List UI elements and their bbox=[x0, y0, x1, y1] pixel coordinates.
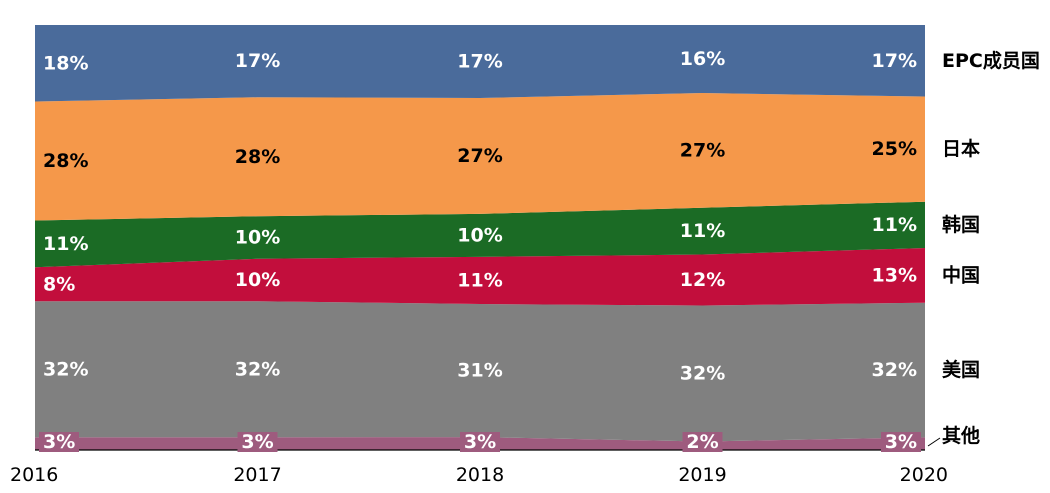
data-label: 17% bbox=[235, 50, 280, 72]
legend-label: 韩国 bbox=[942, 213, 980, 236]
data-label: 11% bbox=[457, 269, 502, 291]
x-tick-label: 2018 bbox=[456, 464, 504, 486]
data-label-bg bbox=[682, 432, 723, 452]
data-label: 32% bbox=[872, 359, 917, 381]
data-label: 32% bbox=[680, 363, 725, 385]
area-layer bbox=[35, 25, 925, 450]
data-label-bg bbox=[881, 432, 921, 452]
x-tick-label: 2017 bbox=[233, 464, 281, 486]
data-label: 10% bbox=[457, 224, 502, 246]
area-EPC成员国 bbox=[35, 25, 925, 102]
data-label: 28% bbox=[43, 150, 88, 172]
legend-label: 日本 bbox=[942, 137, 980, 160]
data-label-bg bbox=[39, 432, 79, 452]
data-label: 17% bbox=[872, 50, 917, 72]
data-label: 25% bbox=[872, 138, 917, 160]
data-label-bg bbox=[237, 432, 278, 452]
data-label: 11% bbox=[680, 220, 725, 242]
data-label: 11% bbox=[872, 214, 917, 236]
data-label: 32% bbox=[235, 358, 280, 380]
x-tick-label: 2020 bbox=[900, 464, 948, 486]
area-韩国 bbox=[35, 201, 925, 268]
data-label: 10% bbox=[235, 227, 280, 249]
data-label: 3% bbox=[43, 431, 75, 453]
area-中国 bbox=[35, 248, 925, 306]
x-tick-label: 2016 bbox=[10, 464, 58, 486]
data-label: 31% bbox=[457, 360, 502, 382]
data-label: 18% bbox=[43, 52, 88, 74]
x-axis-tick-labels: 2016 2017 2018 2019 2020 bbox=[10, 464, 948, 486]
data-label: 17% bbox=[457, 50, 502, 72]
legend-leader-line bbox=[927, 437, 941, 447]
data-label: 11% bbox=[43, 233, 88, 255]
area-日本 bbox=[35, 93, 925, 221]
data-label-layer: 3% 3% 3% 2% 3% 32% 32% 31% 32% 32% 8% 10% 11% 12% 13% 1… bbox=[39, 48, 921, 453]
data-label: 13% bbox=[872, 264, 917, 286]
data-label-bg bbox=[460, 432, 500, 452]
data-label: 16% bbox=[680, 48, 725, 70]
legend-label: 中国 bbox=[942, 263, 980, 286]
data-label: 32% bbox=[43, 358, 88, 380]
data-label: 2% bbox=[686, 431, 718, 453]
data-label: 28% bbox=[235, 146, 280, 168]
data-label: 8% bbox=[43, 273, 75, 295]
legend-label: 美国 bbox=[942, 358, 980, 381]
data-label: 3% bbox=[464, 431, 496, 453]
area-美国 bbox=[35, 301, 925, 442]
legend: 其他 美国 中国 韩国 日本 EPC成员国 bbox=[927, 49, 1040, 447]
data-label: 12% bbox=[680, 269, 725, 291]
legend-label: 其他 bbox=[942, 424, 980, 447]
data-label: 27% bbox=[680, 139, 725, 161]
data-label: 3% bbox=[885, 431, 917, 453]
legend-label: EPC成员国 bbox=[942, 49, 1040, 72]
data-label: 10% bbox=[235, 269, 280, 291]
data-label: 27% bbox=[457, 145, 502, 167]
x-tick-label: 2019 bbox=[678, 464, 726, 486]
data-label: 3% bbox=[241, 431, 273, 453]
